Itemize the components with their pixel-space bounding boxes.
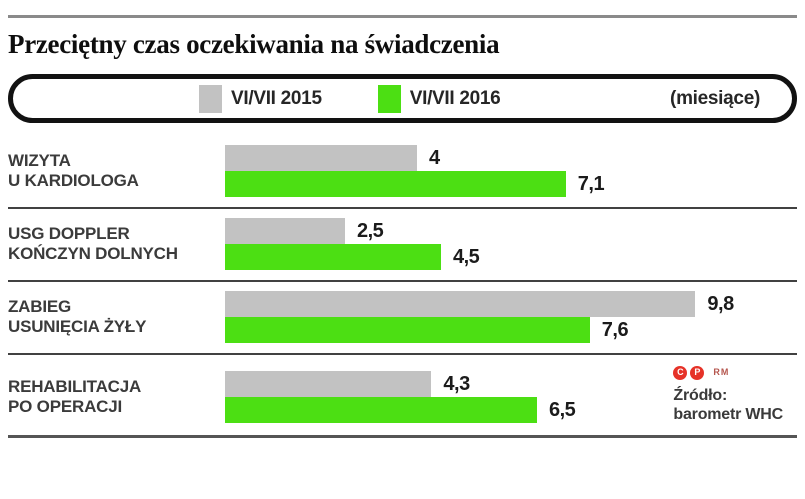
chart-row: WIZYTA U KARDIOLOGA 4 7,1 [8,136,797,209]
rights-marks: C P RM [673,363,783,382]
category-label-line-2: PO OPERACJI [8,397,122,416]
bar-2016 [225,244,441,270]
bar-line-2016: 7,1 [225,171,797,197]
value-label-2015: 4 [429,146,440,169]
bar-2015 [225,145,417,171]
bar-line-2015: 2,5 [225,218,797,244]
chart-row: REHABILITACJA PO OPERACJI 4,3 6,5 [8,355,797,438]
category-label-line-2: U KARDIOLOGA [8,171,139,190]
category-label-line-1: ZABIEG [8,297,72,316]
bar-2015 [225,291,696,317]
legend-unit-note: (miesiące) [670,87,760,109]
bar-group: 4 7,1 [225,145,797,197]
source-line-1: Źródło: [673,387,728,404]
category-label: WIZYTA U KARDIOLOGA [8,151,225,191]
top-divider [8,15,797,18]
legend-label-2016: VI/VII 2016 [409,87,501,109]
legend-swatch-2015 [199,84,222,113]
bar-2016 [225,171,566,197]
bar-line-2015: 9,8 [225,291,797,317]
bar-line-2015: 4,3 [225,371,797,397]
value-label-2016: 7,1 [577,172,605,195]
category-label-line-2: USUNIĘCIA ŻYŁY [8,317,147,336]
category-label-line-1: USG DOPPLER [8,224,130,243]
bar-line-2016: 6,5 [225,397,797,423]
bar-group: 2,5 4,5 [225,218,797,270]
category-label-line-1: WIZYTA [8,151,71,170]
infographic: Przeciętny czas oczekiwania na świadczen… [0,15,805,499]
bar-group: 9,8 7,6 [225,291,797,343]
bar-2016 [225,397,537,423]
source-line-2: barometr WHC [673,406,783,423]
category-label: ZABIEG USUNIĘCIA ŻYŁY [8,297,225,337]
rights-label: RM [713,367,730,377]
phonogram-icon: P [690,365,705,380]
bar-chart: WIZYTA U KARDIOLOGA 4 7,1 USG DOPPLER KO… [8,136,797,438]
bar-group: 4,3 6,5 [225,371,797,423]
source-block: C P RM Źródło: barometr WHC [673,363,783,424]
chart-row: USG DOPPLER KOŃCZYN DOLNYCH 2,5 4,5 [8,209,797,282]
legend-swatch-2016 [377,84,401,113]
category-label: REHABILITACJA PO OPERACJI [8,377,225,417]
value-label-2015: 4,3 [443,372,470,395]
chart-rows: WIZYTA U KARDIOLOGA 4 7,1 USG DOPPLER KO… [8,136,797,438]
chart-row: ZABIEG USUNIĘCIA ŻYŁY 9,8 7,6 [8,282,797,355]
page-title: Przeciętny czas oczekiwania na świadczen… [8,29,500,59]
category-label-line-2: KOŃCZYN DOLNYCH [8,244,178,263]
bar-line-2016: 7,6 [225,317,797,343]
bar-line-2015: 4 [225,145,797,171]
bar-2016 [225,317,590,343]
legend: VI/VII 2015 VI/VII 2016 (miesiące) [8,74,797,123]
bar-2015 [225,218,345,244]
copyright-icon: C [673,365,688,380]
value-label-2016: 7,6 [601,318,629,341]
value-label-2015: 2,5 [357,219,384,242]
category-label: USG DOPPLER KOŃCZYN DOLNYCH [8,224,225,264]
value-label-2015: 9,8 [707,292,734,315]
value-label-2016: 6,5 [549,398,576,421]
legend-label-2015: VI/VII 2015 [231,87,322,109]
bar-2015 [225,371,432,397]
value-label-2016: 4,5 [453,245,480,268]
bar-line-2016: 4,5 [225,244,797,270]
category-label-line-1: REHABILITACJA [8,377,142,396]
